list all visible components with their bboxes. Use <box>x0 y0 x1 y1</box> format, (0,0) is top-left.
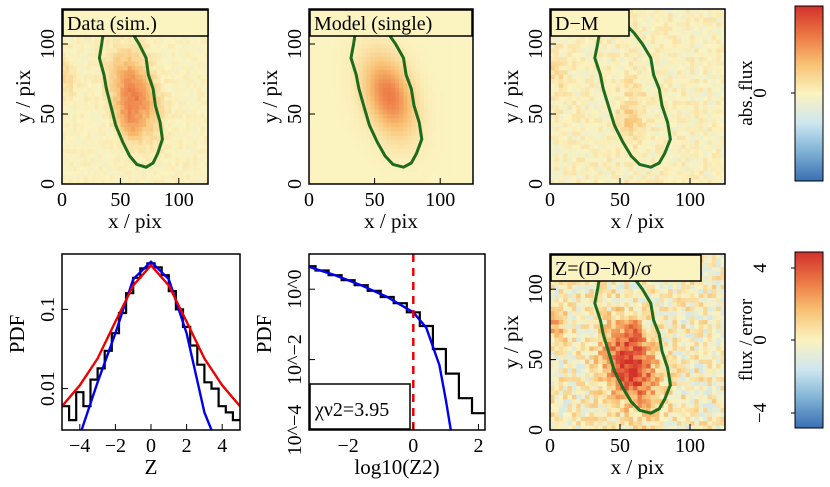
x-tick-label: 100 <box>675 189 705 211</box>
colorbar-top-gradient <box>794 5 824 182</box>
contour-line <box>593 17 672 169</box>
x-tick-label: 100 <box>164 189 194 211</box>
colorbar-bottom-label: flux / error <box>736 298 757 381</box>
x-tick-label: 100 <box>425 189 455 211</box>
model-single-panel: 00 50 50 100 100 x / pix y / pix Model (single) <box>258 8 474 233</box>
y-tick-label: 50 <box>284 104 306 124</box>
y-axis-label: PDF <box>252 315 276 354</box>
y-tick-label: 10^−4 <box>284 405 306 456</box>
student-t-fit-line <box>62 264 240 407</box>
plot-body <box>62 260 240 430</box>
plot-frame <box>61 253 241 431</box>
y-tick-label: 50 <box>37 104 59 124</box>
y-axis-label: y / pix <box>258 69 282 123</box>
y-tick-label: 0 <box>525 179 547 189</box>
y-tick-label: 0.01 <box>37 371 59 406</box>
x-tick-label: 50 <box>610 435 630 457</box>
chi-annotation-box <box>309 383 411 430</box>
y-tick-label: 0 <box>37 179 59 189</box>
plot-frame <box>61 8 209 185</box>
y-tick-label: 10^0 <box>284 270 306 309</box>
gaussian-fit-line <box>80 260 213 430</box>
x-tick-label: 50 <box>110 189 130 211</box>
x-tick-label: −2 <box>105 435 126 457</box>
x-tick-label: 0 <box>408 435 418 457</box>
colorbar-bottom: 4 0 −4 flux / error <box>736 251 824 429</box>
panel-label: Data (sim.) <box>67 13 157 35</box>
x-tick-label: 0 <box>545 435 555 457</box>
chi-annotation: χν2=3.95 <box>314 399 389 421</box>
x-tick-label: 50 <box>365 189 385 211</box>
x-tick-label: 0 <box>545 189 555 211</box>
x-axis-label: x / pix <box>611 455 665 479</box>
colorbar-top: 0 abs. flux <box>736 5 824 182</box>
y-tick-label: 100 <box>525 274 547 304</box>
x-tick-label: 2 <box>182 435 192 457</box>
x-tick-label: 0 <box>146 435 156 457</box>
x-tick-label: 0 <box>57 189 67 211</box>
panel-label-box <box>62 9 209 37</box>
contour-line <box>593 262 672 415</box>
panel-label: Model (single) <box>314 13 432 35</box>
x-tick-label: −2 <box>337 435 358 457</box>
x-axis-label: log10(Z2) <box>354 455 439 479</box>
plot-body <box>309 254 485 430</box>
plot-frame <box>549 253 726 431</box>
y-tick-label: 10^−2 <box>284 334 306 385</box>
y-tick-label: 50 <box>525 350 547 370</box>
panel-label-box <box>550 254 702 282</box>
panel-label: Z=(D−M)/σ <box>555 258 652 280</box>
y-tick-label: 50 <box>525 104 547 124</box>
colorbar-bottom-tick-0: 0 <box>750 335 771 345</box>
y-axis-label: y / pix <box>499 315 523 369</box>
x-axis-label: Z <box>145 455 158 479</box>
plot-frame <box>308 253 486 431</box>
x-tick-label: 2 <box>473 435 483 457</box>
colorbar-bottom-tick-neg4: −4 <box>750 402 771 423</box>
x-tick-label: −4 <box>69 435 90 457</box>
y-tick-label: 0 <box>525 425 547 435</box>
y-axis-label: PDF <box>5 315 29 354</box>
log-z2-pdf-panel: −2 0 2 10^−4 10^−2 10^0 log10(Z2) PDF χν2=3.95 <box>252 253 486 479</box>
x-tick-label: 4 <box>217 435 227 457</box>
contour-line <box>97 17 164 169</box>
plot-frame <box>308 8 474 185</box>
colorbar-top-tick-0: 0 <box>750 88 771 98</box>
x-axis-label: x / pix <box>108 209 162 233</box>
contour-line <box>349 17 424 169</box>
histogram-line <box>62 262 240 422</box>
y-tick-label: 0 <box>284 179 306 189</box>
x-tick-label: 0 <box>304 189 314 211</box>
colorbar-bottom-gradient <box>794 251 824 429</box>
plot-frame <box>549 8 726 185</box>
z-significance-panel: 00 50 50 100 100 x / pix y / pix Z=(D−M)/σ <box>499 253 726 479</box>
colorbar-top-label: abs. flux <box>736 60 757 126</box>
y-tick-label: 100 <box>37 29 59 59</box>
y-tick-label: 0.1 <box>37 297 59 322</box>
z-pdf-panel: −4 −2 0 2 4 0.01 0.1 Z PDF <box>5 253 241 479</box>
x-axis-label: x / pix <box>364 209 418 233</box>
panel-label-box <box>309 9 473 37</box>
y-tick-label: 100 <box>525 29 547 59</box>
y-tick-label: 100 <box>284 29 306 59</box>
panel-label-box <box>550 9 630 37</box>
colorbar-bottom-tick-4: 4 <box>750 263 771 273</box>
panel-label: D−M <box>555 13 599 35</box>
x-tick-label: 100 <box>675 435 705 457</box>
y-axis-label: y / pix <box>499 69 523 123</box>
x-axis-label: x / pix <box>611 209 665 233</box>
y-axis-label: y / pix <box>11 69 35 123</box>
residual-panel: 00 50 50 100 100 x / pix y / pix D−M <box>499 8 726 233</box>
x-tick-label: 50 <box>610 189 630 211</box>
